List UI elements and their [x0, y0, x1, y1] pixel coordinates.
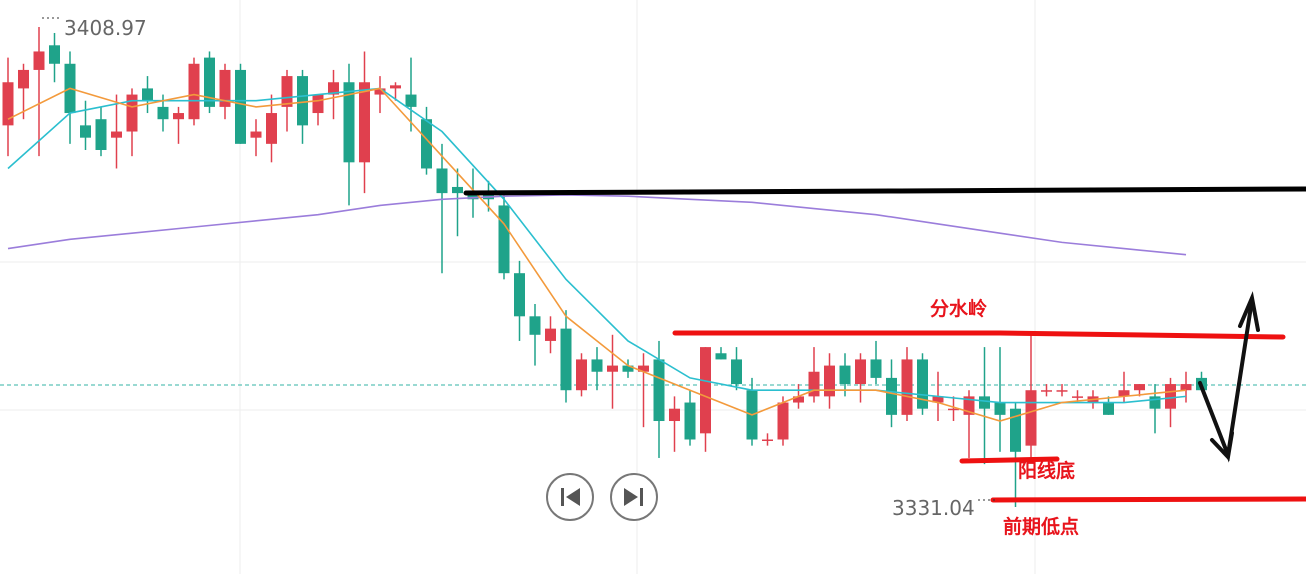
arrow-head — [1238, 291, 1260, 332]
previous-low-line — [990, 496, 1306, 503]
candle-body — [343, 82, 355, 163]
candle-body — [250, 131, 262, 138]
high-label: 3408.97 — [64, 16, 147, 40]
candle-body — [266, 113, 277, 144]
candle-body — [328, 82, 339, 95]
candle-body — [514, 273, 525, 317]
annotation: 分水岭 — [930, 297, 987, 320]
candle-body — [18, 69, 29, 89]
drawings — [463, 186, 1306, 503]
candle-body — [49, 45, 60, 64]
moving-average — [7, 87, 1187, 404]
candle-body — [994, 402, 1006, 415]
candle-body — [1041, 390, 1052, 392]
prev-icon — [566, 488, 580, 506]
candle-body — [700, 347, 711, 434]
candle-body — [979, 396, 990, 409]
candle-body — [762, 439, 773, 441]
candle-body — [669, 408, 680, 422]
candle-body — [1149, 396, 1161, 409]
candle-body — [591, 359, 603, 372]
candle-body — [808, 371, 820, 397]
candle-body — [1134, 384, 1145, 391]
candle-body — [932, 396, 944, 403]
candle-body — [1072, 396, 1083, 398]
arrow-head — [1210, 431, 1234, 462]
candle-body — [1025, 390, 1037, 446]
resistance-line — [463, 186, 1306, 196]
candle-body — [855, 359, 866, 385]
candle-body — [95, 119, 107, 151]
candle-body — [126, 94, 138, 132]
candle-body — [436, 168, 448, 194]
annotation: 阳线底 — [1018, 459, 1075, 482]
candle-body — [281, 76, 293, 107]
watershed-line — [672, 330, 1286, 340]
moving-average — [7, 194, 1187, 256]
next-button[interactable] — [610, 473, 658, 521]
candle-body — [824, 365, 835, 397]
next-icon — [640, 488, 643, 506]
candle-body — [731, 359, 742, 385]
candle-body — [1010, 408, 1021, 452]
candle-body — [2, 82, 14, 126]
candle-body — [374, 88, 386, 95]
candle-body — [963, 396, 975, 415]
candle-body — [452, 186, 463, 194]
annotation: 前期低点 — [1003, 515, 1079, 538]
candle-body — [545, 328, 556, 341]
candle-body — [1165, 384, 1176, 409]
candle-body — [870, 359, 882, 378]
moving-average — [7, 87, 1187, 422]
candle-body — [793, 396, 804, 403]
prev-icon — [561, 488, 564, 506]
candle-body — [607, 365, 618, 372]
candle-body — [33, 51, 45, 70]
candle-body — [684, 402, 696, 440]
candle-body — [405, 94, 417, 107]
candle-body — [1180, 384, 1192, 391]
candle-body — [421, 119, 432, 169]
candle-body — [777, 402, 789, 440]
candle-body — [622, 365, 634, 372]
candle-body — [467, 193, 479, 200]
candle-body — [715, 353, 727, 360]
candle-body — [142, 88, 153, 101]
candle-body — [390, 85, 401, 89]
candle-body — [653, 359, 665, 422]
prev-button[interactable] — [546, 473, 594, 521]
candle-body — [188, 63, 200, 120]
low-label: 3331.04 — [892, 496, 975, 520]
candle-body — [886, 377, 897, 415]
candle-body — [235, 69, 246, 144]
candle-body — [219, 69, 231, 107]
candles — [2, 27, 1207, 507]
arrow-path — [1198, 298, 1254, 463]
candle-body — [901, 359, 913, 415]
candle-body — [111, 131, 122, 138]
candle-body — [1056, 390, 1068, 392]
candle-body — [80, 125, 91, 138]
bullish-bottom-line — [959, 456, 1060, 464]
candle-body — [917, 359, 928, 409]
candle-body — [839, 365, 851, 385]
candle-body — [529, 316, 541, 335]
next-icon — [624, 488, 638, 506]
candle-body — [157, 106, 169, 120]
candle-body — [576, 359, 587, 391]
candle-body — [359, 82, 370, 163]
candle-body — [560, 328, 572, 391]
candle-body — [1103, 402, 1114, 415]
candle-body — [948, 408, 959, 411]
candle-body — [1118, 390, 1130, 397]
candle-body — [297, 76, 308, 126]
candle-body — [498, 205, 510, 274]
candle-body — [638, 365, 649, 372]
candle-body — [312, 94, 324, 114]
candle-body — [204, 57, 215, 107]
candle-body — [173, 113, 184, 120]
